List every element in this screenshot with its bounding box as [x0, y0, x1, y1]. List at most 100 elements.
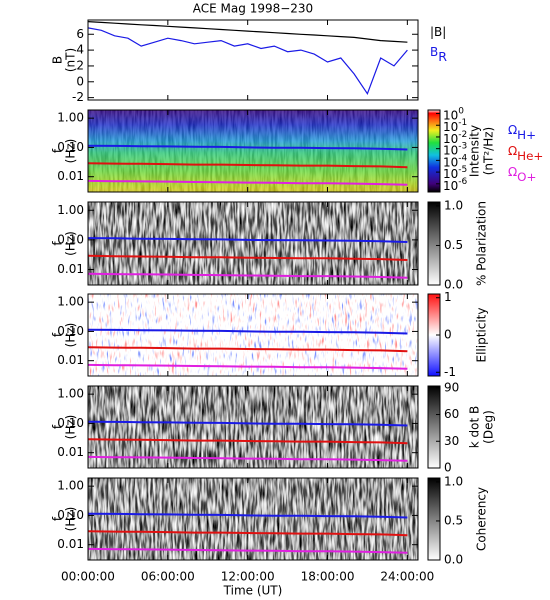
colorbar	[427, 477, 441, 561]
legend-label: Ω	[508, 123, 517, 137]
series-line	[87, 144, 408, 151]
colorbar-tick-base: 10	[443, 131, 458, 145]
x-tick-label: 12:00:00	[221, 570, 275, 584]
y-tick-label: 0.10	[57, 140, 84, 154]
y-tick-label: 0.10	[57, 232, 84, 246]
plot-frame	[87, 293, 419, 377]
legend-subscript: R	[438, 49, 447, 64]
colorbar-tick-label: 0	[444, 328, 452, 342]
colorbar-label: (Deg)	[482, 410, 496, 444]
colorbar	[427, 385, 441, 469]
y-tick-label: 0.10	[57, 416, 84, 430]
y-axis-label: (nT)	[64, 48, 78, 72]
legend-entry: |B|	[430, 25, 446, 39]
x-tick-label: 06:00:00	[141, 570, 195, 584]
legend-label: Ω	[508, 165, 517, 179]
y-axis-label: f	[51, 148, 65, 153]
colorbar-tick-label: 10-3	[443, 141, 467, 157]
colorbar-tick-base: 10	[443, 120, 458, 134]
y-tick-label: 0.01	[57, 537, 84, 551]
colorbar-tick-label: 10-5	[443, 165, 467, 181]
colorbar-tick-label: 0.0	[444, 278, 463, 292]
series-line	[87, 27, 408, 96]
y-tick-label: 1.00	[57, 479, 84, 493]
colorbar-tick-exponent: -4	[458, 153, 467, 163]
spectrogram-image	[88, 294, 418, 376]
y-axis-label: f	[51, 241, 65, 246]
colorbar-tick-label: 100	[443, 106, 464, 122]
y-axis-label: B	[51, 56, 65, 64]
legend-entry: ΩHe+	[508, 144, 543, 163]
colorbar-tick-label: 1.0	[444, 198, 463, 212]
colorbar-label: % Polarization	[475, 201, 489, 286]
y-tick-label: 0.01	[57, 169, 84, 183]
series-line	[87, 237, 408, 243]
y-axis-label: f	[51, 424, 65, 429]
colorbar-tick-exponent: -6	[458, 176, 467, 186]
colorbar-label: k dot B	[468, 406, 482, 448]
y-tick-label: 1.00	[57, 203, 84, 217]
colorbar-tick-label: 0	[444, 461, 452, 475]
colorbar-tick-label: 1	[444, 290, 452, 304]
colorbar	[427, 201, 441, 286]
colorbar-tick-exponent: -5	[458, 165, 467, 175]
series-line	[87, 162, 408, 169]
colorbar-tick-label: 10-6	[443, 176, 468, 192]
colorbar-label: (nT²/Hz)	[482, 127, 496, 175]
colorbar-tick-label: 1.0	[444, 474, 463, 488]
colorbar-tick-base: 10	[443, 108, 458, 122]
spectrogram-texture	[88, 110, 418, 192]
colorbar-tick-exponent: 0	[458, 106, 464, 116]
colorbar-tick-label: -1	[444, 365, 456, 379]
plot-frame	[87, 201, 419, 286]
colorbar-tick-label: 0.5	[444, 513, 463, 527]
series-line	[87, 346, 408, 353]
colorbar-label: Ellipticity	[475, 308, 489, 363]
series-line	[87, 363, 408, 370]
series-line	[87, 328, 408, 335]
colorbar-tick-exponent: -1	[458, 118, 467, 128]
series-line	[87, 21, 408, 43]
colorbar-tick-exponent: -2	[458, 129, 467, 139]
series-line	[87, 179, 408, 186]
y-axis-label: (Hz)	[64, 415, 78, 440]
y-tick-label: 2	[76, 58, 84, 72]
y-tick-label: 4	[76, 43, 84, 57]
y-axis-label: (Hz)	[64, 139, 78, 164]
x-tick-label: 18:00:00	[301, 570, 355, 584]
series-line	[87, 272, 408, 279]
legend-entry: BR	[430, 45, 447, 64]
colorbar-label: Coherency	[475, 487, 489, 551]
colorbar-tick-label: 0.0	[444, 553, 463, 567]
legend-subscript: H+	[517, 128, 536, 142]
legend-subscript: He+	[517, 149, 543, 163]
y-tick-label: 1.00	[57, 111, 84, 125]
series-line	[87, 254, 408, 261]
colorbar-tick-label: 90	[444, 380, 459, 394]
colorbar-tick-label: 10-2	[443, 129, 467, 145]
colorbar-label: Intensity	[468, 125, 482, 177]
colorbar-tick-label: 10-4	[443, 153, 468, 169]
colorbar-tick-exponent: -3	[458, 141, 467, 151]
series-line	[87, 438, 408, 445]
series-line	[87, 530, 408, 537]
y-tick-label: 0.01	[57, 262, 84, 276]
plot-frame	[87, 109, 419, 193]
colorbar-tick-label: 10-1	[443, 118, 467, 134]
y-tick-label: 0.10	[57, 508, 84, 522]
x-tick-label: 00:00:00	[61, 570, 115, 584]
series-line	[87, 420, 408, 427]
series-line	[87, 512, 408, 519]
colorbar-tick-label: 30	[444, 434, 459, 448]
y-tick-label: 0.01	[57, 445, 84, 459]
colorbar-tick-label: 60	[444, 407, 459, 421]
series-line	[87, 547, 408, 554]
y-tick-label: 1.00	[57, 387, 84, 401]
spectrogram-image	[88, 478, 418, 560]
colorbar-tick-base: 10	[443, 167, 458, 181]
colorbar-tick-base: 10	[443, 143, 458, 157]
y-axis-label: f	[51, 332, 65, 337]
spectrogram-image	[88, 386, 418, 468]
colorbar-tick-base: 10	[443, 155, 458, 169]
colorbar	[427, 109, 441, 193]
